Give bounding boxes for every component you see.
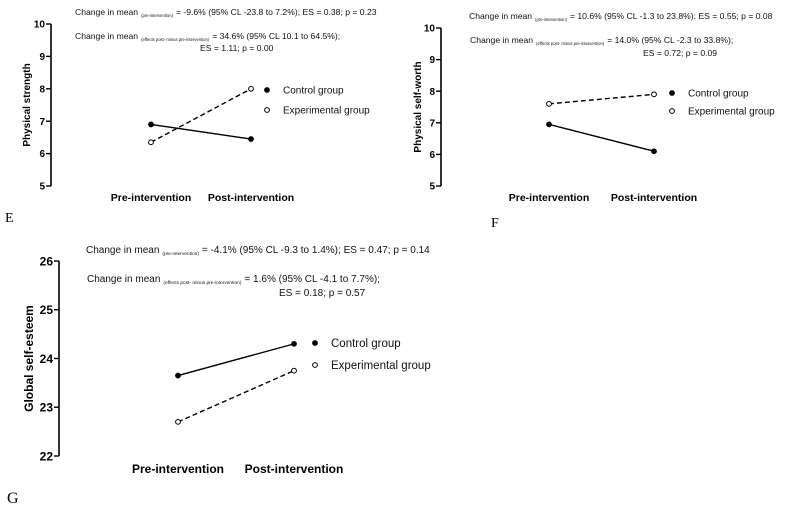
legend-marker	[312, 340, 318, 346]
y-tick-label: 9	[429, 55, 435, 66]
y-tick-label: 6	[39, 149, 45, 160]
annotation: Change in mean (effects post- minus pre-i…	[470, 35, 733, 46]
data-point	[546, 121, 552, 128]
annotation-line2: ES = 0.72; p = 0.09	[643, 48, 717, 58]
y-tick-label: 10	[34, 20, 46, 31]
x-category-label: Post-intervention	[208, 192, 294, 204]
y-axis-label: Physical self-worth	[413, 61, 424, 152]
panel-f: 5 6 7 8 9 10 Physical self-worth Pre-interventi…	[413, 11, 775, 231]
series-line	[177, 343, 295, 377]
annotation-prefix: Change in mean	[86, 245, 159, 256]
annotation-text: = -4.1% (95% CL -9.3 to 1.4%); ES = 0.47…	[202, 245, 430, 256]
legend-marker	[669, 108, 675, 114]
series-control	[546, 121, 657, 155]
y-axis-label: Physical strength	[22, 63, 33, 146]
data-point	[651, 148, 657, 155]
panel-g: 22 23 24 25 26 Global self-esteem Pre-interven…	[7, 245, 431, 507]
x-category-label: Pre-intervention	[509, 192, 590, 204]
data-point	[291, 367, 297, 374]
series-experimental	[148, 85, 254, 146]
annotation: Change in mean (effects post- minus pre-i…	[87, 274, 380, 286]
series-line	[150, 88, 252, 143]
panel-e: 5 6 7 8 9 10 Physical strength Pre-intervention…	[5, 7, 377, 226]
y-tick-label: 7	[39, 117, 45, 128]
y-axis-label: Global self-esteem	[22, 305, 36, 412]
series-control	[175, 340, 297, 379]
data-point	[148, 121, 154, 128]
annotation-subscript: (effects post- minus pre-intervention)	[536, 41, 605, 46]
series-line	[548, 93, 655, 105]
panel-label: G	[7, 490, 19, 507]
legend-label: Control group	[331, 338, 401, 350]
y-tick-label: 25	[40, 303, 54, 317]
panel-label: F	[491, 216, 499, 231]
annotation-subscript: (pre-intervention)	[162, 251, 199, 257]
x-category-label: Pre-intervention	[132, 462, 224, 476]
annotation-subscript: (pre-intervention)	[141, 13, 173, 18]
annotation: Change in mean (pre-intervention) = 10.6% …	[469, 11, 773, 22]
data-point	[148, 139, 154, 146]
series-control	[148, 121, 254, 142]
annotation-text: = 34.6% (95% CL 10.1 to 64.5%);	[212, 31, 340, 41]
annotation: Change in mean (pre-intervention) = -9.6% …	[75, 7, 377, 18]
legend-label: Experimental group	[688, 107, 775, 118]
data-point	[248, 136, 254, 142]
data-point	[175, 372, 181, 379]
legend-marker	[669, 90, 675, 96]
legend-label: Experimental group	[283, 106, 370, 117]
y-tick-label: 5	[429, 182, 435, 193]
y-tick-label: 6	[429, 150, 435, 161]
legend-marker	[264, 107, 270, 113]
y-tick-label: 8	[39, 84, 45, 95]
annotation-subscript: (effects post- minus pre-intervention)	[141, 37, 210, 42]
annotation-prefix: Change in mean	[75, 31, 138, 41]
annotation-text: = 14.0% (95% CL -2.3 to 33.8%);	[607, 35, 733, 45]
series-line	[548, 123, 655, 152]
annotation-text: = 10.6% (95% CL -1.3 to 23.8%); ES = 0.5…	[570, 11, 773, 21]
series-line	[150, 123, 252, 140]
annotation-prefix: Change in mean	[87, 274, 160, 285]
series-experimental	[546, 91, 657, 107]
legend-label: Experimental group	[331, 360, 431, 372]
data-point	[175, 418, 181, 425]
annotation-line2: ES = 0.18; p = 0.57	[279, 288, 366, 299]
x-category-label: Post-intervention	[611, 192, 697, 204]
data-point	[651, 91, 657, 98]
y-tick-label: 22	[40, 449, 54, 463]
data-point	[546, 100, 552, 107]
panel-label: E	[5, 211, 14, 226]
annotation-subscript: (pre-intervention)	[535, 17, 567, 22]
y-tick-label: 7	[429, 118, 435, 129]
y-tick-label: 24	[40, 352, 54, 366]
series-experimental	[175, 367, 297, 425]
x-category-label: Post-intervention	[245, 462, 344, 476]
annotation-subscript: (effects post- minus pre-intervention)	[163, 280, 241, 286]
y-tick-label: 26	[40, 254, 54, 268]
legend-label: Control group	[688, 89, 749, 100]
legend-marker	[264, 87, 270, 93]
legend-marker	[312, 362, 318, 368]
annotation-prefix: Change in mean	[75, 7, 138, 17]
annotation-text: = 1.6% (95% CL -4.1 to 7.7%);	[244, 274, 380, 285]
annotation-line2: ES = 1.11; p = 0.00	[200, 43, 274, 53]
y-tick-label: 10	[424, 24, 436, 35]
y-tick-label: 23	[40, 401, 54, 415]
data-point	[291, 340, 297, 347]
annotation: Change in mean (effects post- minus pre-i…	[75, 31, 340, 42]
annotation-text: = -9.6% (95% CL -23.8 to 7.2%); ES = 0.3…	[176, 7, 377, 17]
y-tick-label: 8	[429, 87, 435, 98]
y-tick-label: 5	[39, 182, 45, 193]
series-line	[177, 370, 295, 423]
legend-label: Control group	[283, 86, 344, 97]
data-point	[248, 85, 254, 92]
x-category-label: Pre-intervention	[111, 192, 192, 204]
y-tick-label: 9	[39, 52, 45, 63]
annotation-prefix: Change in mean	[470, 35, 533, 45]
annotation-prefix: Change in mean	[469, 11, 532, 21]
annotation: Change in mean (pre-intervention) = -4.1% …	[86, 245, 430, 257]
